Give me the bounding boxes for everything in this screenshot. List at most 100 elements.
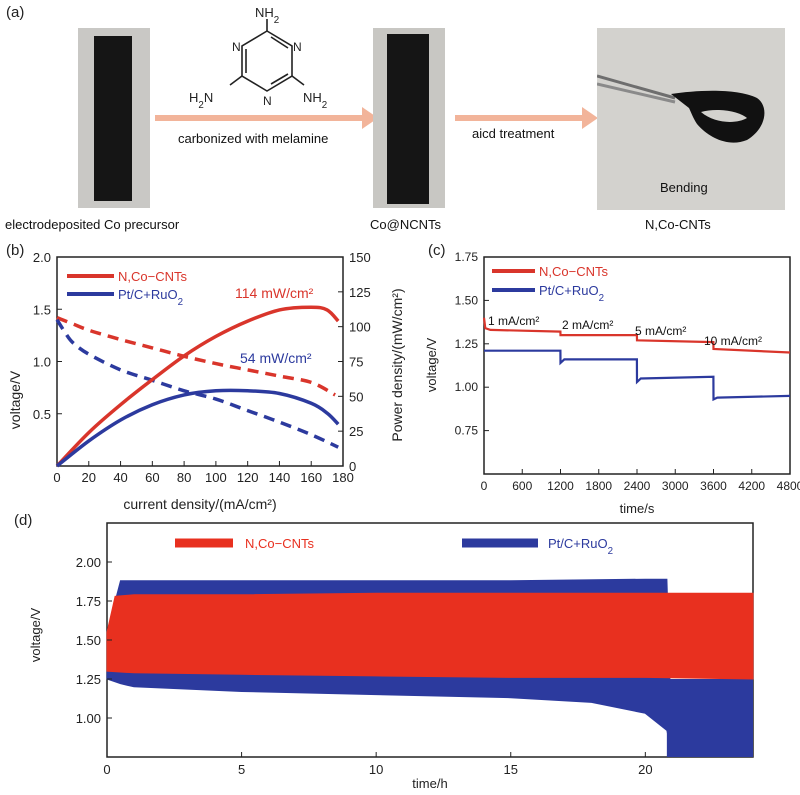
chart-c-ytick-label: 1.75 <box>455 250 479 264</box>
chart-b-ytick-left-label: 0.5 <box>33 407 51 422</box>
chart-d-band-failure-0 <box>666 679 753 757</box>
melamine-nh2-left: H2N <box>189 90 213 111</box>
chart-b-series-1 <box>55 318 339 449</box>
chart-b-xtick-label: 100 <box>205 470 227 485</box>
panel-d-letter: (d) <box>14 512 32 529</box>
chart-b-xtick-label: 140 <box>269 470 291 485</box>
chart-d-ytick-label: 1.25 <box>76 672 101 687</box>
chart-b-ytick-right-label: 125 <box>349 285 371 300</box>
chart-c-ytick-label: 1.25 <box>455 337 479 351</box>
caption-precursor: electrodeposited Co precursor <box>5 217 180 232</box>
ring-n-3: N <box>263 94 272 108</box>
chart-c-xtick-label: 4200 <box>738 479 765 493</box>
arrow-1-label: carbonized with melamine <box>178 131 329 146</box>
co-ncnts-strip <box>387 34 429 204</box>
chart-c-xtick-label: 2400 <box>624 479 651 493</box>
chart-b-ytick-right-label: 75 <box>349 355 363 370</box>
legend-c-label-nco: N,Co−CNTs <box>539 264 608 279</box>
chart-b-ylabel-left: voltage/V <box>7 370 23 429</box>
chart-c-xtick-label: 3600 <box>700 479 727 493</box>
annotation-5ma: 5 mA/cm² <box>635 324 686 338</box>
chart-c-xtick-label: 1800 <box>585 479 612 493</box>
caption-co-ncnts: Co@NCNTs <box>370 217 441 232</box>
chart-b-xtick-label: 0 <box>53 470 60 485</box>
annotation-114: 114 mW/cm² <box>235 285 314 301</box>
legend-c-label-ptc: Pt/C+RuO2 <box>539 283 604 304</box>
arrow-2-head <box>582 107 598 129</box>
arrow-2-label: aicd treatment <box>472 126 555 141</box>
chart-c-series-1 <box>484 349 791 402</box>
chart-d-xtick-label: 0 <box>103 762 110 777</box>
arrow-1-shaft <box>155 115 365 121</box>
chart-b-ytick-right-label: 50 <box>349 389 363 404</box>
chart-c-xtick-label: 0 <box>481 479 488 493</box>
chart-b-xtick-label: 160 <box>300 470 322 485</box>
arrow-2-shaft <box>455 115 585 121</box>
chart-b: (b) 0 20 40 60 80 100 120 140 160 180 0.5 1.0 1.5 2.0… <box>6 242 405 512</box>
chart-d-xtick-label: 20 <box>638 762 652 777</box>
annotation-1ma: 1 mA/cm² <box>488 314 539 328</box>
ring-n-2: N <box>293 40 302 54</box>
chart-b-ytick-right-label: 150 <box>349 250 371 265</box>
chart-d-band-1 <box>106 592 754 680</box>
bending-label: Bending <box>660 180 708 195</box>
chart-b-legend: N,Co−CNTs Pt/C+RuO2 <box>67 269 187 308</box>
chart-b-xlabel: current density/(mA/cm²) <box>123 496 276 512</box>
chart-b-xtick-label: 120 <box>237 470 259 485</box>
melamine-nh2-right: NH2 <box>303 90 327 111</box>
chart-b-xtick-label: 80 <box>177 470 191 485</box>
ring-n-1: N <box>232 40 241 54</box>
chart-d-legend: N,Co−CNTs Pt/C+RuO2 <box>175 536 613 557</box>
photo-precursor <box>78 28 150 208</box>
chart-c-legend: N,Co−CNTs Pt/C+RuO2 <box>492 264 608 304</box>
chart-c-ytick-label: 1.00 <box>455 380 479 394</box>
chart-c-xtick-label: 3000 <box>662 479 689 493</box>
chart-c-xlabel: time/s <box>620 501 655 516</box>
chart-d-xtick-label: 10 <box>369 762 383 777</box>
annotation-2ma: 2 mA/cm² <box>562 318 613 332</box>
chart-d-ytick-label: 1.50 <box>76 633 101 648</box>
chart-b-xtick-label: 180 <box>332 470 354 485</box>
melamine-structure: NH2 H2N NH2 N N N <box>189 5 327 111</box>
chart-d-ylabel: voltage/V <box>28 608 43 663</box>
chart-d-xtick-label: 15 <box>504 762 518 777</box>
chart-d-ytick-label: 2.00 <box>76 555 101 570</box>
chart-b-ytick-right-label: 100 <box>349 320 371 335</box>
chart-c-ytick-label: 0.75 <box>455 424 479 438</box>
chart-b-ytick-right-label: 25 <box>349 424 363 439</box>
chart-b-series-2 <box>55 305 340 468</box>
chart-b-xtick-label: 60 <box>145 470 159 485</box>
chart-b-ylabel-right: Power density/(mW/cm²) <box>389 288 405 441</box>
chart-b-ytick-right-label: 0 <box>349 459 356 474</box>
panel-a-letter: (a) <box>6 4 25 21</box>
chart-c-ytick-label: 1.50 <box>455 293 479 307</box>
legend-d-label-ptc: Pt/C+RuO2 <box>548 536 613 557</box>
chart-b-series-3 <box>55 388 340 468</box>
legend-d-label-nco: N,Co−CNTs <box>245 536 314 551</box>
chart-c-ylabel: voltage/V <box>424 338 439 393</box>
chart-c-xtick-label: 1200 <box>547 479 574 493</box>
panel-c-letter: (c) <box>428 242 446 259</box>
chart-d: (d) 0 5 10 15 20 1.00 1.25 1.50 1.75 2.00 N,Co−CN… <box>14 512 754 791</box>
chart-d-xlabel: time/h <box>412 776 447 791</box>
chart-d-ytick-label: 1.75 <box>76 594 101 609</box>
legend-b-label-ptc: Pt/C+RuO2 <box>118 287 183 308</box>
chart-d-xtick-label: 5 <box>238 762 245 777</box>
co-precursor-strip <box>94 36 132 201</box>
panel-b-letter: (b) <box>6 242 24 259</box>
chart-b-ytick-left-label: 2.0 <box>33 250 51 265</box>
chart-c-xtick-label: 600 <box>512 479 532 493</box>
annotation-54: 54 mW/cm² <box>240 350 312 366</box>
legend-b-label-nco: N,Co−CNTs <box>118 269 187 284</box>
chart-c-series-0 <box>482 317 791 354</box>
annotation-10ma: 10 mA/cm² <box>704 334 762 348</box>
chart-b-ytick-left-label: 1.5 <box>33 302 51 317</box>
chart-b-xtick-label: 40 <box>113 470 127 485</box>
tweezers-bending-illustration <box>596 74 765 143</box>
chart-b-xtick-label: 20 <box>82 470 96 485</box>
photo-co-ncnts <box>373 28 445 208</box>
photo-bending <box>596 28 785 210</box>
chart-b-ytick-left-label: 1.0 <box>33 355 51 370</box>
